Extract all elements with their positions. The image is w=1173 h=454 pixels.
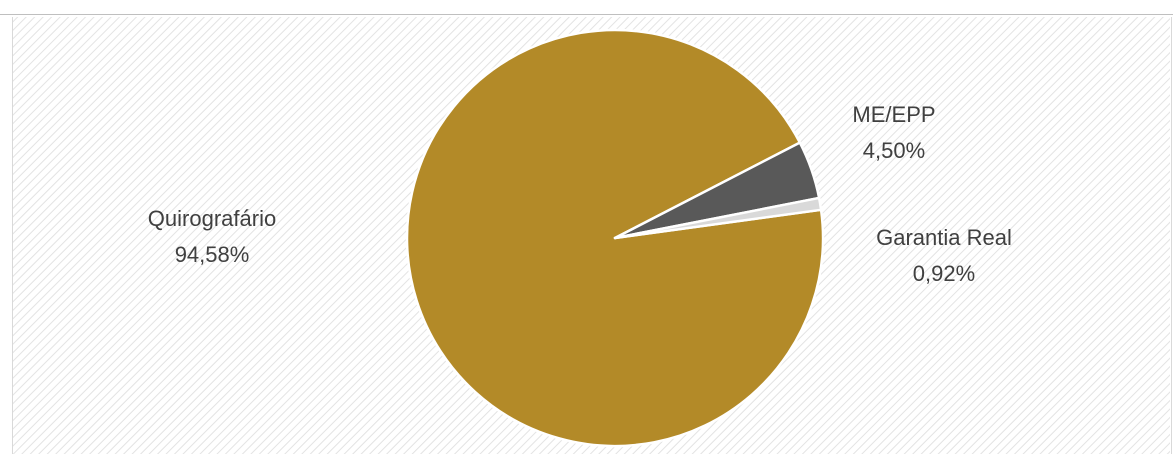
slice-me-epp-name-label: ME/EPP — [852, 102, 935, 127]
chart-area — [12, 17, 1172, 454]
slice-garantia-real — [613, 196, 823, 240]
slice-garantia-real-name-label: Garantia Real — [876, 225, 1012, 250]
slice-garantia-real-value-label: 0,92% — [913, 261, 975, 286]
top-divider — [0, 0, 1173, 15]
slice-me-epp-value-label: 4,50% — [863, 138, 925, 163]
slice-quirografario-name-label: Quirografário — [148, 206, 276, 231]
slice-quirografario-value-label: 94,58% — [175, 242, 250, 267]
